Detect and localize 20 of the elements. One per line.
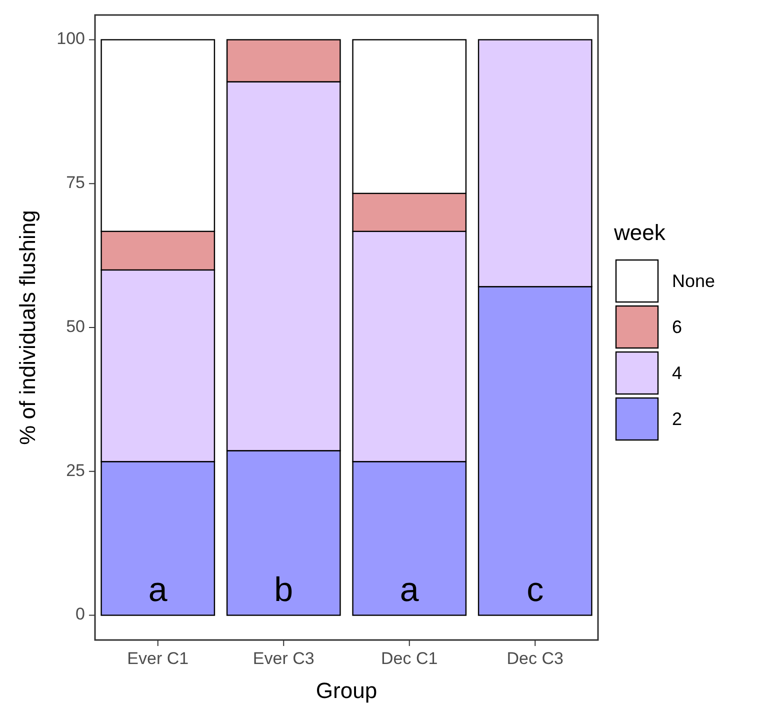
legend-title: week [613,220,666,245]
annotation: c [526,570,544,609]
annotation: b [274,570,294,609]
annotation: a [400,570,419,609]
y-tick-label: 50 [66,316,85,336]
legend-label: None [672,270,716,291]
x-tick-label: Ever C1 [127,649,189,668]
x-tick-label: Dec C3 [506,649,564,668]
x-tick-label: Ever C3 [252,649,314,668]
legend-label: 2 [672,408,682,429]
legend-label: 4 [672,362,682,383]
y-tick-label: 75 [66,173,85,192]
y-tick-label: 100 [56,29,85,48]
y-tick-label: 25 [66,460,85,480]
annotation: a [148,570,168,609]
y-axis-title: % of individuals flushing [15,210,40,445]
x-tick-label: Dec C1 [381,649,438,668]
x-axis-title: Group [316,678,378,703]
y-tick-label: 0 [76,604,85,624]
legend-label: 6 [672,316,682,337]
